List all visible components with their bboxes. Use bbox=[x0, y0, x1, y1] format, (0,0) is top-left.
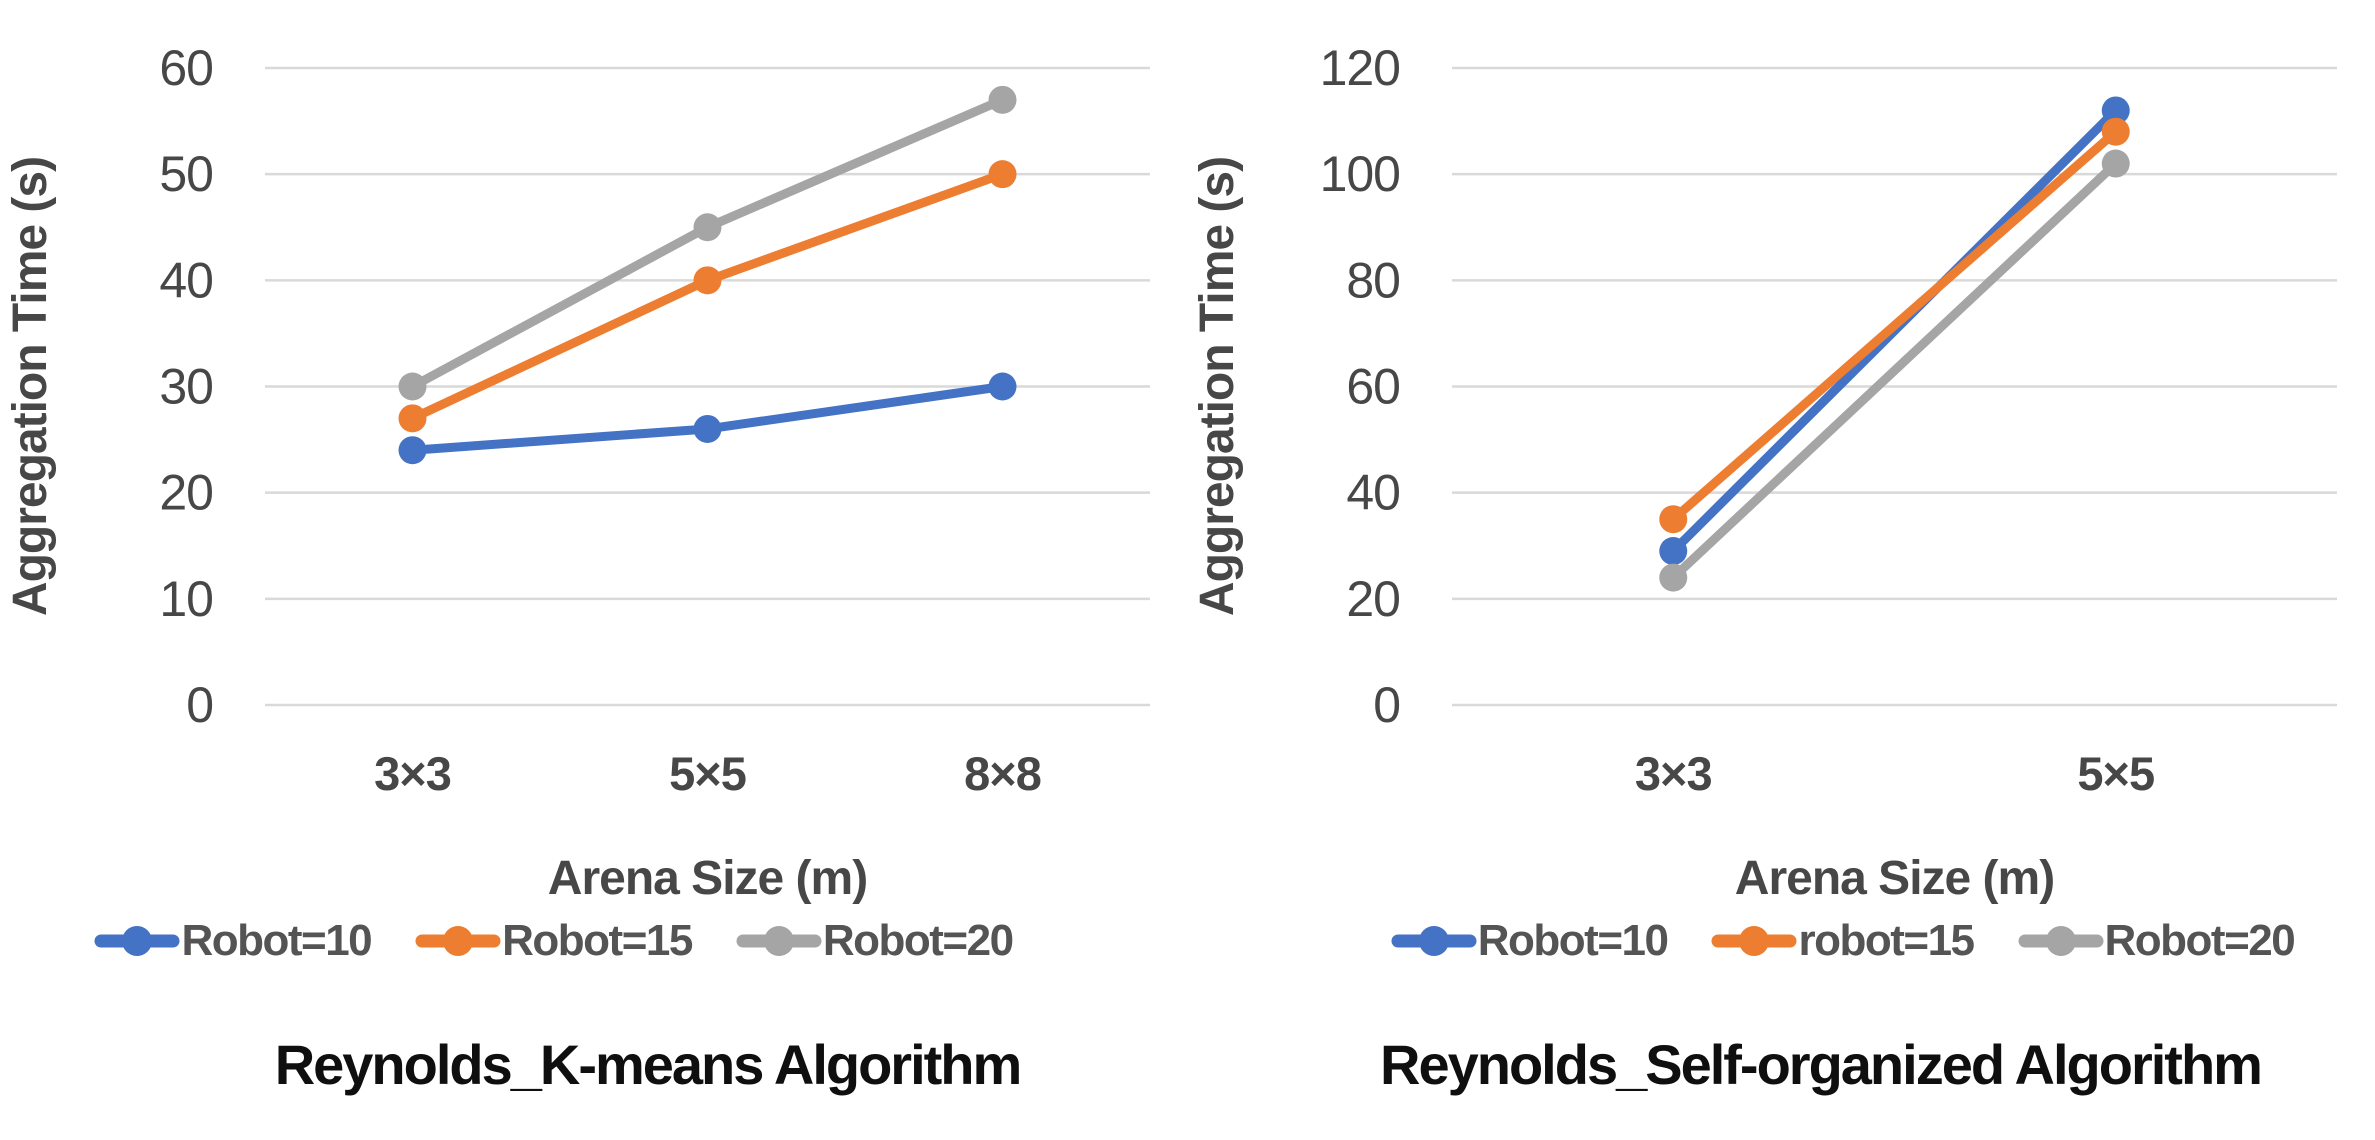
legend-line-marker-icon bbox=[415, 926, 501, 956]
y-axis-title: Aggregation Time (s) bbox=[4, 157, 57, 616]
data-point-robot-15-5×5 bbox=[2101, 117, 2130, 146]
legend-dot bbox=[2045, 926, 2076, 956]
kmeans-chart-title: Reynolds_K-means Algorithm bbox=[274, 1033, 1023, 1096]
y-tick-label: 60 bbox=[1346, 359, 1400, 415]
legend-label-robot-15: robot=15 bbox=[1798, 916, 1975, 965]
y-axis-title: Aggregation Time (s) bbox=[1191, 157, 1244, 616]
legend-dot bbox=[1739, 926, 1770, 956]
data-point-robot-15-3×3 bbox=[1659, 505, 1688, 534]
x-axis-title: Arena Size (m) bbox=[548, 852, 867, 905]
x-tick-label: 5×5 bbox=[2077, 747, 2154, 800]
self-organized-chart-panel: 0 20 40 60 80 100 120 Aggregation Time (s) 3×3 5×… bbox=[1187, 0, 2374, 1140]
x-tick-label: 8×8 bbox=[964, 747, 1041, 800]
legend-line-marker-icon bbox=[1711, 926, 1797, 956]
data-point-robot-15-5×5 bbox=[693, 266, 722, 295]
x-tick-label: 3×3 bbox=[374, 747, 451, 800]
x-tick-label: 5×5 bbox=[669, 747, 746, 800]
legend-item-robot-15: Robot=15 bbox=[415, 916, 693, 966]
legend-item-robot-20: Robot=20 bbox=[2018, 916, 2296, 966]
x-axis-title: Arena Size (m) bbox=[1735, 852, 2054, 905]
legend-item-robot-20: Robot=20 bbox=[736, 916, 1014, 966]
y-tick-label: 40 bbox=[1346, 465, 1400, 521]
legend-label-robot-20: Robot=20 bbox=[822, 916, 1014, 965]
y-tick-label: 120 bbox=[1320, 40, 1400, 96]
x-tick-label: 3×3 bbox=[1635, 747, 1712, 800]
y-tick-label: 20 bbox=[1346, 571, 1400, 627]
data-point-robot-10-8×8 bbox=[988, 372, 1017, 401]
y-tick-label: 20 bbox=[159, 465, 213, 521]
y-tick-label: 50 bbox=[159, 146, 213, 202]
data-point-robot-10-5×5 bbox=[693, 414, 722, 443]
legend-line-marker-icon bbox=[736, 926, 822, 956]
legend-label-robot-10: Robot=10 bbox=[1477, 916, 1669, 965]
legend-dot bbox=[122, 926, 153, 956]
data-point-robot-20-3×3 bbox=[398, 372, 427, 401]
series-line-robot-15 bbox=[408, 169, 1007, 423]
y-tick-label: 40 bbox=[159, 252, 213, 308]
legend-dot bbox=[763, 926, 794, 956]
data-point-robot-10-5×5 bbox=[2101, 96, 2130, 125]
y-tick-label: 60 bbox=[159, 40, 213, 96]
data-point-robot-20-3×3 bbox=[1659, 563, 1688, 592]
y-tick-label: 10 bbox=[159, 571, 213, 627]
kmeans-legend: Robot=10 Robot=15 Robot=20 bbox=[0, 916, 1147, 966]
data-point-robot-10-3×3 bbox=[398, 436, 427, 465]
legend-item-robot-15: robot=15 bbox=[1711, 916, 1975, 966]
legend-label-robot-20: Robot=20 bbox=[2104, 916, 2296, 965]
series-line-robot-15 bbox=[1668, 127, 2121, 524]
kmeans-line-chart: 0 10 20 30 40 50 60 Aggregation Time (s) 3×3 5×5 8… bbox=[4, 40, 1150, 905]
y-tick-label: 0 bbox=[186, 677, 213, 733]
legend-dot bbox=[1418, 926, 1449, 956]
y-tick-label: 80 bbox=[1346, 252, 1400, 308]
data-point-robot-15-3×3 bbox=[398, 404, 427, 433]
y-tick-label: 0 bbox=[1373, 677, 1400, 733]
data-point-robot-20-8×8 bbox=[988, 85, 1017, 114]
legend-item-robot-10: Robot=10 bbox=[1391, 916, 1669, 966]
self-organized-chart-title: Reynolds_Self-organized Algorithm bbox=[1380, 1033, 2263, 1096]
legend-item-robot-10: Robot=10 bbox=[94, 916, 373, 966]
legend-label-robot-15: Robot=15 bbox=[502, 916, 693, 965]
series-line-robot-20 bbox=[1668, 159, 2121, 583]
series-line-robot-20 bbox=[408, 95, 1007, 391]
legend-line-marker-icon bbox=[1391, 926, 1477, 956]
legend-dot bbox=[443, 926, 474, 956]
data-point-robot-10-3×3 bbox=[1659, 537, 1688, 566]
y-tick-label: 100 bbox=[1320, 146, 1400, 202]
data-point-robot-20-5×5 bbox=[693, 213, 722, 242]
legend-line-marker-icon bbox=[2018, 926, 2104, 956]
legend-line-marker-icon bbox=[94, 926, 180, 956]
self-organized-legend: Robot=10 robot=15 Robot=20 bbox=[1249, 916, 2375, 966]
kmeans-chart-panel: 0 10 20 30 40 50 60 Aggregation Time (s) 3×3 5×5 8… bbox=[0, 0, 1187, 1140]
y-tick-label: 30 bbox=[159, 359, 213, 415]
self-organized-line-chart: 0 20 40 60 80 100 120 Aggregation Time (s) 3×3 5×… bbox=[1191, 40, 2337, 905]
data-point-robot-20-5×5 bbox=[2101, 149, 2130, 178]
legend-label-robot-10: Robot=10 bbox=[181, 916, 372, 965]
data-point-robot-15-8×8 bbox=[988, 160, 1017, 189]
